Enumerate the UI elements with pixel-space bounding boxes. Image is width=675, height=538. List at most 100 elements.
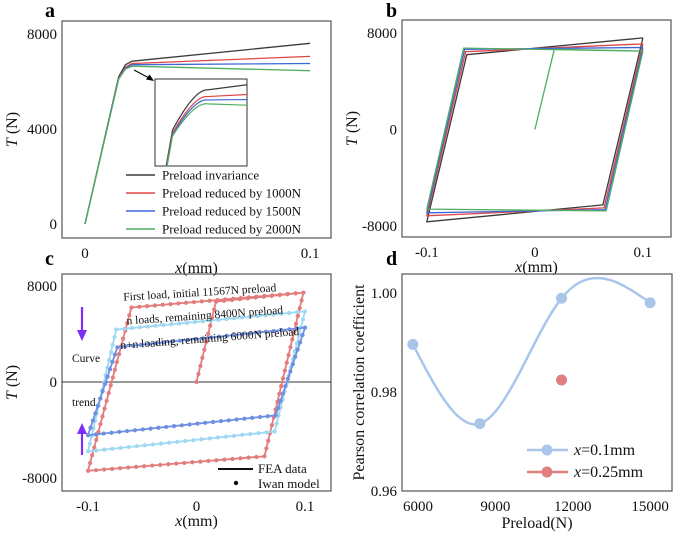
iwan-point <box>191 299 197 305</box>
iwan-point <box>254 294 259 299</box>
iwan-point <box>107 367 113 372</box>
iwan-point <box>164 424 169 430</box>
iwan-point <box>280 391 286 396</box>
iwan-point <box>90 418 96 423</box>
inset-series-line-1 <box>160 93 247 166</box>
iwan-point <box>153 323 158 328</box>
iwan-point <box>129 325 135 331</box>
legend-dot-swatch <box>233 480 239 486</box>
iwan-point <box>211 419 216 425</box>
iwan-point <box>152 303 157 308</box>
iwan-point <box>250 415 255 420</box>
iwan-point <box>100 414 105 419</box>
x-tick-label: 0.1 <box>634 245 653 261</box>
iwan-point <box>115 345 120 350</box>
iwan-point <box>231 433 237 438</box>
y-tick-label: 8000 <box>367 26 397 42</box>
iwan-point <box>169 339 175 344</box>
iwan-point <box>110 342 115 347</box>
y-tick-label: 0 <box>50 217 58 233</box>
iwan-point <box>102 406 107 411</box>
iwan-point <box>274 421 279 426</box>
iwan-point <box>270 293 275 298</box>
iwan-point <box>271 328 276 334</box>
iwan-point <box>183 438 188 444</box>
iwan-point <box>114 359 120 365</box>
y-axis-title: T (N) <box>4 365 21 400</box>
iwan-point <box>301 290 306 295</box>
arrowhead-icon <box>146 74 154 81</box>
iwan-point <box>126 444 131 450</box>
iwan-point <box>90 453 95 458</box>
iwan-point <box>240 432 245 438</box>
iwan-point <box>193 337 198 342</box>
iwan-point <box>121 326 127 331</box>
iwan-point <box>110 375 115 380</box>
iwan-point <box>276 405 281 411</box>
iwan-point <box>234 417 239 422</box>
y-tick-label: 0.96 <box>371 484 398 500</box>
x-axis-title: x(mm) <box>174 260 218 277</box>
iwan-point <box>214 458 219 463</box>
y-tick-label: 8000 <box>27 27 57 43</box>
series-line-3 <box>426 47 644 212</box>
iwan-point <box>248 431 253 437</box>
x-tick-label: 6000 <box>403 499 433 515</box>
iwan-point <box>262 293 267 299</box>
iwan-point <box>108 383 113 388</box>
iwan-point <box>175 439 180 444</box>
iwan-point <box>264 446 269 451</box>
y-axis-title: T (N) <box>344 111 361 146</box>
data-point <box>407 338 419 350</box>
panel-label-b: b <box>386 0 397 22</box>
iwan-point <box>288 369 293 374</box>
legend-label: Preload invariance <box>162 168 259 183</box>
iwan-point <box>179 423 184 428</box>
data-point <box>556 374 568 386</box>
legend-label: Preload reduced by 1500N <box>162 204 302 219</box>
iwan-point <box>240 332 245 337</box>
iwan-point <box>290 337 295 342</box>
iwan-point <box>224 333 229 338</box>
iwan-point <box>112 352 117 357</box>
iwan-point <box>121 336 126 341</box>
iwan-point <box>222 457 227 462</box>
iwan-point <box>109 466 115 471</box>
iwan-point <box>140 427 145 432</box>
iwan-point <box>142 443 147 448</box>
iwan-point <box>138 342 143 347</box>
x-axis-title: x(mm) <box>174 513 218 530</box>
iwan-point <box>169 322 174 327</box>
iwan-point <box>199 299 204 304</box>
iwan-point <box>232 332 237 338</box>
data-point <box>556 292 568 304</box>
inset <box>154 78 248 167</box>
iwan-point <box>123 344 128 349</box>
iwan-point <box>184 320 190 325</box>
iwan-point <box>216 334 222 339</box>
legend-swatch-dot <box>541 444 553 456</box>
iwan-point <box>232 316 237 321</box>
iwan-point <box>150 442 156 447</box>
iwan-point <box>246 455 251 460</box>
iwan-point <box>192 319 197 325</box>
legend-rest: =0.25mm <box>581 464 643 481</box>
iwan-point <box>223 434 229 439</box>
iwan-point <box>114 327 119 332</box>
iwan-point <box>279 311 284 316</box>
y-tick-label: 0.98 <box>371 385 397 401</box>
iwan-point <box>238 295 243 301</box>
iwan-point <box>198 363 203 369</box>
data-point <box>474 418 486 430</box>
iwan-point <box>112 367 117 372</box>
panel-label-a: a <box>45 0 55 22</box>
iwan-point <box>200 319 205 324</box>
iwan-point <box>215 297 220 303</box>
x-tick-label: 15000 <box>631 499 669 515</box>
iwan-point <box>207 298 212 303</box>
iwan-point <box>182 460 187 466</box>
iwan-point <box>215 435 220 440</box>
iwan-point <box>277 292 283 297</box>
iwan-point <box>297 340 303 345</box>
iwan-point <box>285 376 290 381</box>
